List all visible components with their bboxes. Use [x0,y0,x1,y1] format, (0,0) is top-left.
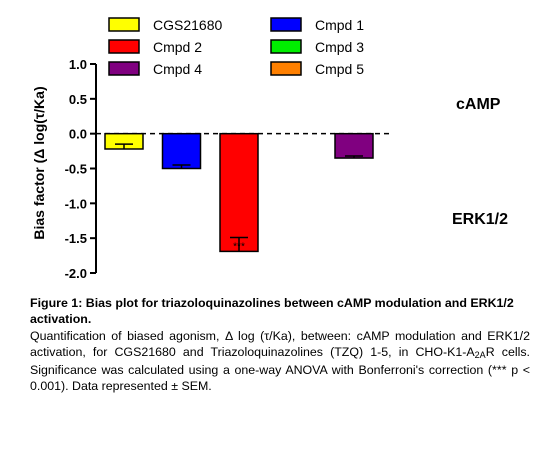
legend-label: Cmpd 5 [315,61,364,77]
y-axis-label: Bias factor (Δ log(τ/Ka) [31,86,47,239]
caption-subscript: 2A [474,349,486,360]
caption-title: Figure 1: Bias plot for triazoloquinazol… [30,296,514,326]
y-tick-label: -0.5 [65,162,87,177]
legend-label: CGS21680 [153,17,222,33]
figure-caption: Figure 1: Bias plot for triazoloquinazol… [30,296,530,394]
caption-body-start: Quantification of biased agonism, Δ log … [30,329,530,359]
bias-bar-chart: CGS21680 Cmpd 1 Cmpd 2 Cmpd 3 Cmpd 4 Cmpd 5 1… [31,17,508,281]
y-tick-label: 0.0 [69,127,87,142]
bar-series: *** [104,132,374,253]
legend-swatch [270,61,302,76]
y-tick-label: -1.0 [65,196,87,211]
y-tick-label: -1.5 [65,231,87,246]
camp-label: cAMP [456,96,501,113]
legend-label: Cmpd 3 [315,39,364,55]
legend-label: Cmpd 4 [153,61,202,77]
bar-cmpd-4 [334,132,374,159]
legend-swatch [108,17,140,32]
y-tick-label: 1.0 [69,57,87,72]
bar-cmpd-2 [219,132,259,253]
chart-legend: CGS21680 Cmpd 1 Cmpd 2 Cmpd 3 Cmpd 4 Cmpd 5 [108,17,364,77]
erk-label: ERK1/2 [452,211,508,228]
caption-body: Quantification of biased agonism, Δ log … [30,329,530,394]
y-tick-label: -2.0 [65,266,87,281]
legend-label: Cmpd 2 [153,39,202,55]
significance-label: *** [233,241,245,252]
legend-swatch [108,61,140,76]
legend-label: Cmpd 1 [315,17,364,33]
legend-swatch [270,17,302,32]
legend-swatch [270,39,302,54]
y-tick-label: 0.5 [69,92,87,107]
legend-swatch [108,39,140,54]
caption-body-end: R cells. Significance was calculated usi… [30,344,530,393]
bar-cmpd-1 [161,132,202,170]
